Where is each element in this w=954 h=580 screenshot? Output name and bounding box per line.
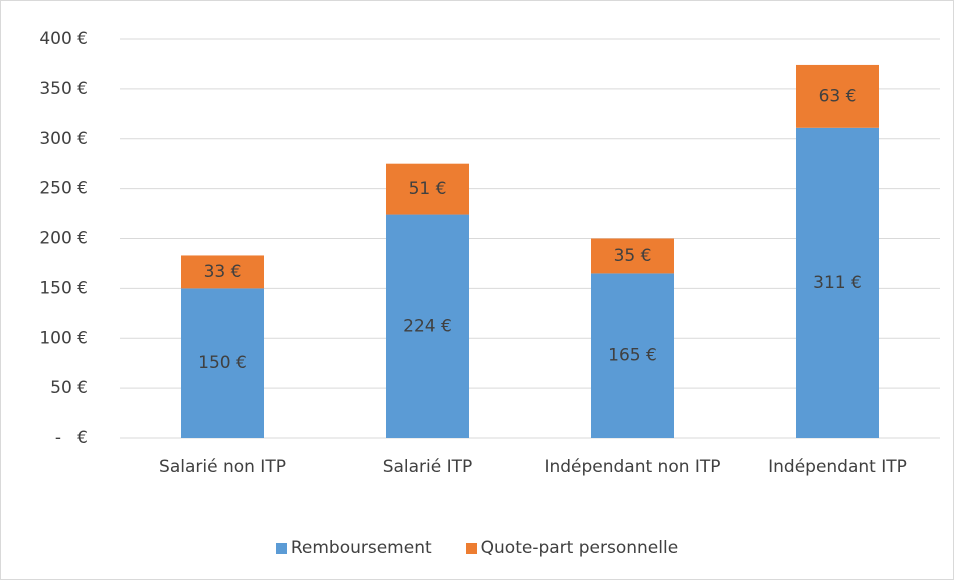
value-label: 63 €	[819, 86, 857, 106]
legend: Remboursement Quote-part personnelle	[0, 538, 954, 558]
x-tick-label: Salarié ITP	[382, 457, 473, 477]
legend-label: Quote-part personnelle	[480, 538, 679, 558]
bar-segment	[591, 273, 674, 438]
bar-segment	[386, 214, 469, 438]
y-tick-label: 50 €	[50, 378, 88, 398]
x-tick-label: Salarié non ITP	[159, 457, 286, 477]
value-label: 224 €	[403, 316, 452, 336]
bar-segment	[796, 127, 879, 438]
legend-item: Quote-part personnelle	[465, 538, 679, 558]
legend-label: Remboursement	[290, 538, 432, 558]
x-tick-label: Indépendant non ITP	[544, 457, 721, 477]
value-label: 33 €	[204, 262, 242, 282]
y-tick-label: - €	[55, 428, 88, 448]
y-tick-label: 150 €	[39, 278, 88, 298]
value-label: 311 €	[813, 273, 862, 293]
bar-segment	[181, 255, 264, 289]
value-label: 165 €	[608, 346, 657, 366]
legend-swatch	[465, 542, 477, 554]
x-tick-label: Indépendant ITP	[768, 457, 907, 477]
bar-segment	[386, 163, 469, 215]
value-label: 51 €	[409, 179, 447, 199]
legend-item: Remboursement	[275, 538, 432, 558]
y-tick-label: 100 €	[39, 328, 88, 348]
bar-segment	[796, 64, 879, 128]
y-tick-label: 250 €	[39, 179, 88, 199]
y-tick-label: 300 €	[39, 129, 88, 149]
value-label: 35 €	[614, 246, 652, 266]
y-tick-label: 400 €	[39, 29, 88, 49]
value-label: 150 €	[198, 353, 247, 373]
bar-segment	[181, 288, 264, 438]
y-tick-label: 200 €	[39, 229, 88, 249]
legend-swatch	[275, 542, 287, 554]
y-tick-label: 350 €	[39, 79, 88, 99]
bar-segment	[591, 238, 674, 274]
